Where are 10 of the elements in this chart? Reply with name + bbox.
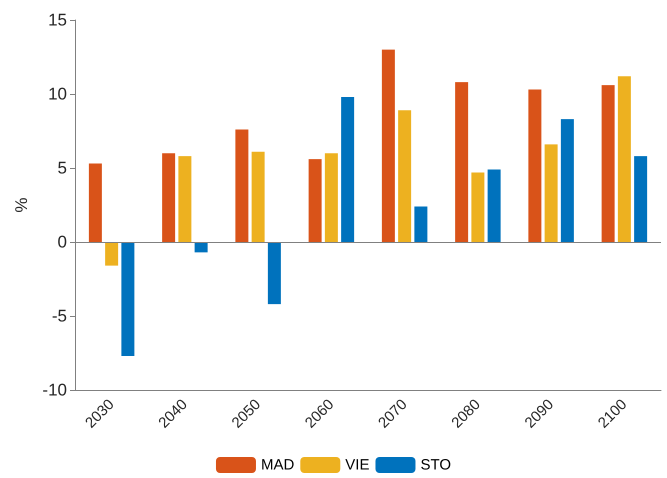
y-tick-label: 0 (58, 232, 67, 252)
y-tick-label: 15 (48, 10, 67, 30)
y-tick-label: 5 (58, 158, 67, 178)
y-tick-label: -5 (52, 306, 67, 326)
legend-label: MAD (260, 456, 294, 474)
y-tick-label: -10 (42, 380, 67, 400)
legend-label: VIE (345, 456, 370, 474)
legend-label: STO (420, 456, 452, 474)
y-axis-title: % (12, 197, 31, 213)
y-tick-label: 10 (48, 84, 67, 104)
